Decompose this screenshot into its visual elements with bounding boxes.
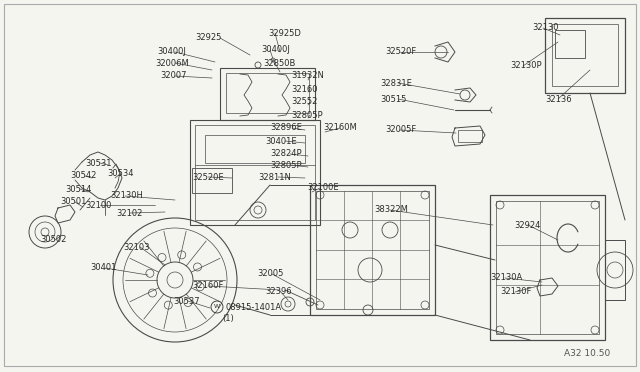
Text: 32006M: 32006M: [155, 58, 189, 67]
Bar: [605, 240, 625, 300]
Text: 30400J: 30400J: [261, 45, 290, 55]
Text: 32100: 32100: [85, 201, 111, 209]
Text: 32924: 32924: [514, 221, 540, 230]
Bar: [190, 120, 320, 225]
Text: 32130: 32130: [532, 23, 559, 32]
Text: 32831E: 32831E: [380, 78, 412, 87]
Text: 32130P: 32130P: [510, 61, 541, 71]
Text: 32103: 32103: [123, 243, 150, 251]
Text: 32925D: 32925D: [268, 29, 301, 38]
Bar: [310, 185, 435, 315]
Text: 32520E: 32520E: [192, 173, 223, 182]
Text: 32005: 32005: [257, 269, 284, 279]
Text: 30502: 30502: [40, 235, 67, 244]
Bar: [545, 18, 625, 93]
Bar: [226, 73, 309, 113]
Text: 32824P: 32824P: [270, 150, 301, 158]
Text: 32552: 32552: [291, 97, 317, 106]
Text: 30400J: 30400J: [157, 48, 186, 57]
Bar: [205, 135, 305, 163]
Text: 32850B: 32850B: [263, 58, 296, 67]
Text: 30515: 30515: [380, 94, 406, 103]
Text: 30501: 30501: [60, 198, 86, 206]
Text: 08915-1401A: 08915-1401A: [225, 302, 281, 311]
Text: 32102: 32102: [116, 208, 142, 218]
Bar: [496, 201, 599, 334]
Text: 32396: 32396: [265, 286, 292, 295]
Text: 30531: 30531: [85, 158, 111, 167]
Text: 32896E: 32896E: [270, 124, 302, 132]
Text: 32925: 32925: [195, 33, 221, 42]
Bar: [192, 168, 232, 193]
Text: 32136: 32136: [545, 94, 572, 103]
Text: 32130H: 32130H: [110, 192, 143, 201]
Bar: [458, 130, 482, 142]
Bar: [555, 30, 585, 58]
Text: 30534: 30534: [107, 170, 134, 179]
Text: 32005F: 32005F: [385, 125, 416, 135]
Text: 32007: 32007: [160, 71, 186, 80]
Text: 32130F: 32130F: [500, 288, 531, 296]
Text: 30537: 30537: [173, 296, 200, 305]
Text: 32805P: 32805P: [291, 110, 323, 119]
Text: 30401E: 30401E: [265, 137, 296, 145]
Text: 32160: 32160: [291, 84, 317, 93]
Text: 32130A: 32130A: [490, 273, 522, 282]
Text: 32811N: 32811N: [258, 173, 291, 182]
Text: W: W: [214, 305, 220, 310]
Text: 32520F: 32520F: [385, 48, 416, 57]
Text: 32160F: 32160F: [192, 282, 223, 291]
Text: A32 10.50: A32 10.50: [564, 349, 610, 358]
Text: (1): (1): [222, 314, 234, 323]
Bar: [490, 195, 605, 340]
Text: 30542: 30542: [70, 171, 97, 180]
Text: 32805P: 32805P: [270, 160, 301, 170]
Text: 38322M: 38322M: [374, 205, 408, 215]
Text: 31932N: 31932N: [291, 71, 324, 80]
Text: 32160M: 32160M: [323, 124, 356, 132]
Bar: [552, 24, 618, 86]
Bar: [195, 125, 315, 220]
Bar: [220, 68, 315, 120]
Bar: [316, 191, 429, 309]
Text: 30401: 30401: [90, 263, 116, 273]
Text: 30514: 30514: [65, 185, 92, 193]
Text: 32100E: 32100E: [307, 183, 339, 192]
